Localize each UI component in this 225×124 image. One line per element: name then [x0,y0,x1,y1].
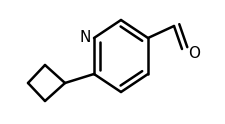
Text: N: N [79,31,90,46]
Text: O: O [187,46,199,62]
